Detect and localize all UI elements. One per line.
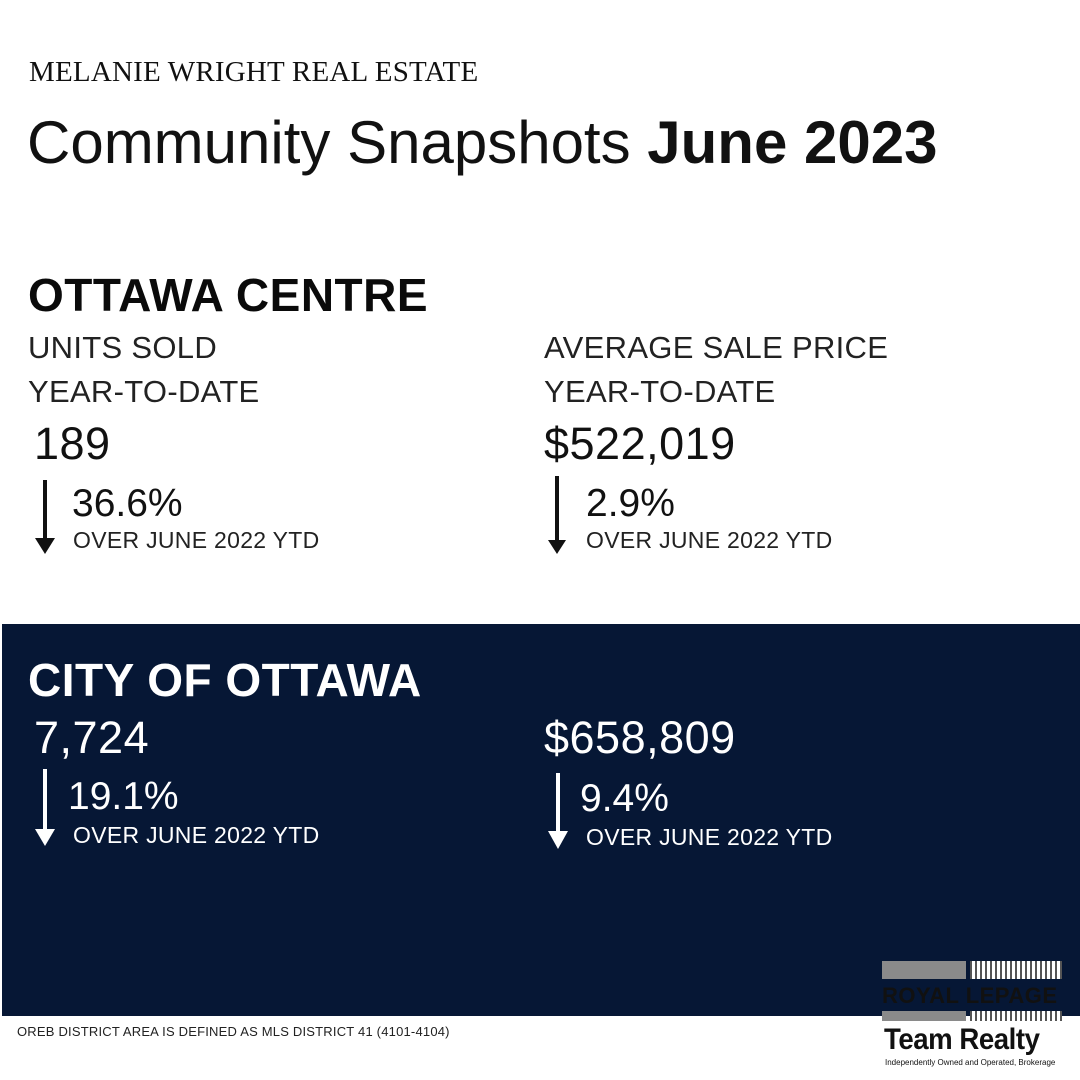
page-title-text: Community Snapshots [27,109,631,176]
city-price-change: 9.4% [580,777,669,820]
city-units-value: 7,724 [34,712,150,763]
avg-price-change: 2.9% [586,482,675,525]
ottawa-centre-title: OTTAWA CENTRE [28,269,429,321]
units-sold-note: OVER JUNE 2022 YTD [73,527,320,553]
avg-price-note: OVER JUNE 2022 YTD [586,527,833,553]
royal-lepage-logo: ROYAL LEPAGE Team Realty Independently O… [882,961,1062,1073]
logo-royal-lepage: ROYAL LEPAGE [882,983,1058,1008]
avg-price-label: AVERAGE SALE PRICE [544,330,889,365]
arrow-down-icon [546,476,570,556]
avg-price-sublabel: YEAR-TO-DATE [544,374,776,409]
brand-name: MELANIE WRIGHT REAL ESTATE [29,56,479,88]
city-price-value: $658,809 [544,712,736,763]
footnote: OREB DISTRICT AREA IS DEFINED AS MLS DIS… [17,1024,450,1039]
city-of-ottawa-title: CITY OF OTTAWA [28,654,422,706]
units-sold-label: UNITS SOLD [28,330,218,365]
avg-price-value: $522,019 [544,418,736,469]
arrow-down-icon [34,769,58,849]
logo-brokerage-text: Independently Owned and Operated, Broker… [885,1058,1056,1067]
logo-bars-bottom [882,1011,1062,1023]
logo-bars-top [882,961,1062,981]
logo-team-realty: Team Realty [884,1023,1040,1056]
city-of-ottawa-panel: CITY OF OTTAWA 7,724 19.1% OVER JUNE 202… [2,624,1080,1016]
city-units-change: 19.1% [68,775,179,818]
arrow-down-icon [547,773,571,853]
units-sold-change: 36.6% [72,482,183,525]
units-sold-value: 189 [34,418,111,469]
city-units-note: OVER JUNE 2022 YTD [73,822,320,848]
city-price-note: OVER JUNE 2022 YTD [586,824,833,850]
page-title-date: June 2023 [647,109,938,176]
arrow-down-icon [34,480,58,556]
units-sold-sublabel: YEAR-TO-DATE [28,374,260,409]
page-title: Community Snapshots June 2023 [27,108,937,177]
